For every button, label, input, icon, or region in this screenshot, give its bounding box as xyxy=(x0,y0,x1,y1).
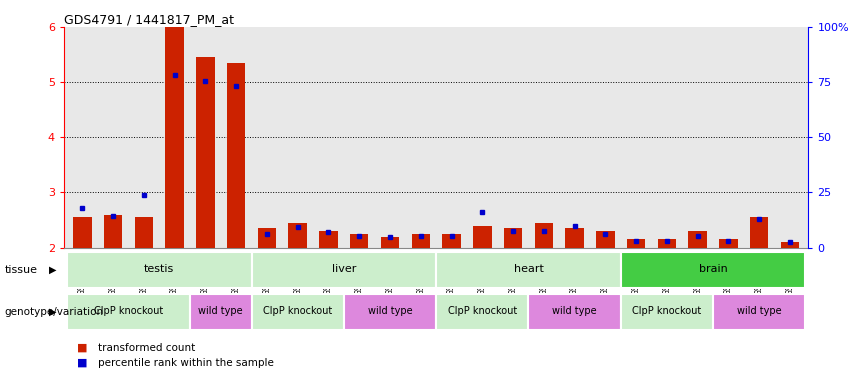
Text: ■: ■ xyxy=(77,358,87,368)
Bar xyxy=(258,228,276,248)
Bar xyxy=(380,237,399,248)
Bar xyxy=(104,215,123,248)
Bar xyxy=(504,228,523,248)
Bar xyxy=(288,223,307,248)
Bar xyxy=(436,294,528,330)
Bar xyxy=(713,294,805,330)
Bar xyxy=(73,217,92,248)
Text: tissue: tissue xyxy=(4,265,37,275)
Bar xyxy=(473,226,492,248)
Bar xyxy=(350,234,368,248)
Bar xyxy=(565,228,584,248)
Text: ClpP knockout: ClpP knockout xyxy=(263,306,332,316)
Bar xyxy=(190,294,252,330)
Text: ▶: ▶ xyxy=(49,265,57,275)
Text: ClpP knockout: ClpP knockout xyxy=(448,306,517,316)
Bar xyxy=(436,252,620,288)
Text: ▶: ▶ xyxy=(49,307,57,317)
Bar xyxy=(620,252,805,288)
Bar xyxy=(344,294,436,330)
Text: ■: ■ xyxy=(77,343,87,353)
Text: transformed count: transformed count xyxy=(98,343,195,353)
Bar xyxy=(597,231,614,248)
Text: GDS4791 / 1441817_PM_at: GDS4791 / 1441817_PM_at xyxy=(64,13,234,26)
Bar xyxy=(196,57,214,248)
Bar xyxy=(67,294,190,330)
Text: genotype/variation: genotype/variation xyxy=(4,307,103,317)
Bar xyxy=(658,239,677,248)
Bar xyxy=(620,294,713,330)
Bar xyxy=(534,223,553,248)
Text: ClpP knockout: ClpP knockout xyxy=(94,306,163,316)
Text: heart: heart xyxy=(513,264,544,274)
Text: wild type: wild type xyxy=(737,306,781,316)
Bar xyxy=(67,252,252,288)
Text: brain: brain xyxy=(699,264,728,274)
Bar xyxy=(252,294,344,330)
Text: ClpP knockout: ClpP knockout xyxy=(632,306,701,316)
Text: wild type: wild type xyxy=(198,306,243,316)
Text: testis: testis xyxy=(144,264,174,274)
Bar xyxy=(780,242,799,248)
Bar xyxy=(319,231,338,248)
Bar xyxy=(750,217,768,248)
Bar xyxy=(528,294,620,330)
Bar xyxy=(688,231,707,248)
Bar xyxy=(134,217,153,248)
Text: liver: liver xyxy=(332,264,356,274)
Bar xyxy=(719,239,738,248)
Bar xyxy=(252,252,436,288)
Text: wild type: wild type xyxy=(368,306,412,316)
Bar xyxy=(165,27,184,248)
Bar xyxy=(627,239,645,248)
Text: wild type: wild type xyxy=(552,306,597,316)
Bar xyxy=(227,63,245,248)
Bar xyxy=(443,234,460,248)
Text: percentile rank within the sample: percentile rank within the sample xyxy=(98,358,274,368)
Bar xyxy=(412,234,430,248)
